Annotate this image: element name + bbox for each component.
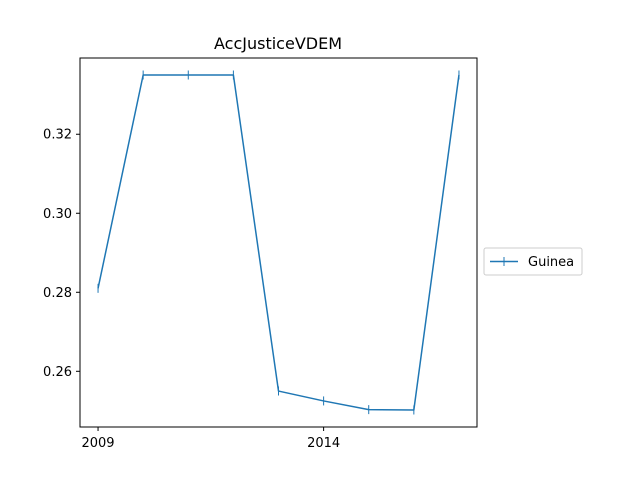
legend-label-guinea: Guinea (528, 255, 574, 270)
legend: Guinea (483, 247, 583, 276)
series-line-guinea (97, 74, 460, 411)
legend-box (483, 247, 583, 276)
y-tick-label: 0.32 (43, 128, 72, 143)
plot-area: 0.26 0.28 0.30 0.32 2009 2014 (43, 57, 478, 451)
x-tick-label: 2009 (81, 436, 114, 451)
chart-title: AccJusticeVDEM (214, 34, 342, 53)
y-tick-label: 0.28 (43, 286, 72, 301)
axes-frame (79, 57, 478, 428)
y-tick-label: 0.30 (43, 207, 72, 222)
y-tick-label: 0.26 (43, 365, 72, 380)
x-tick-label: 2014 (307, 436, 340, 451)
